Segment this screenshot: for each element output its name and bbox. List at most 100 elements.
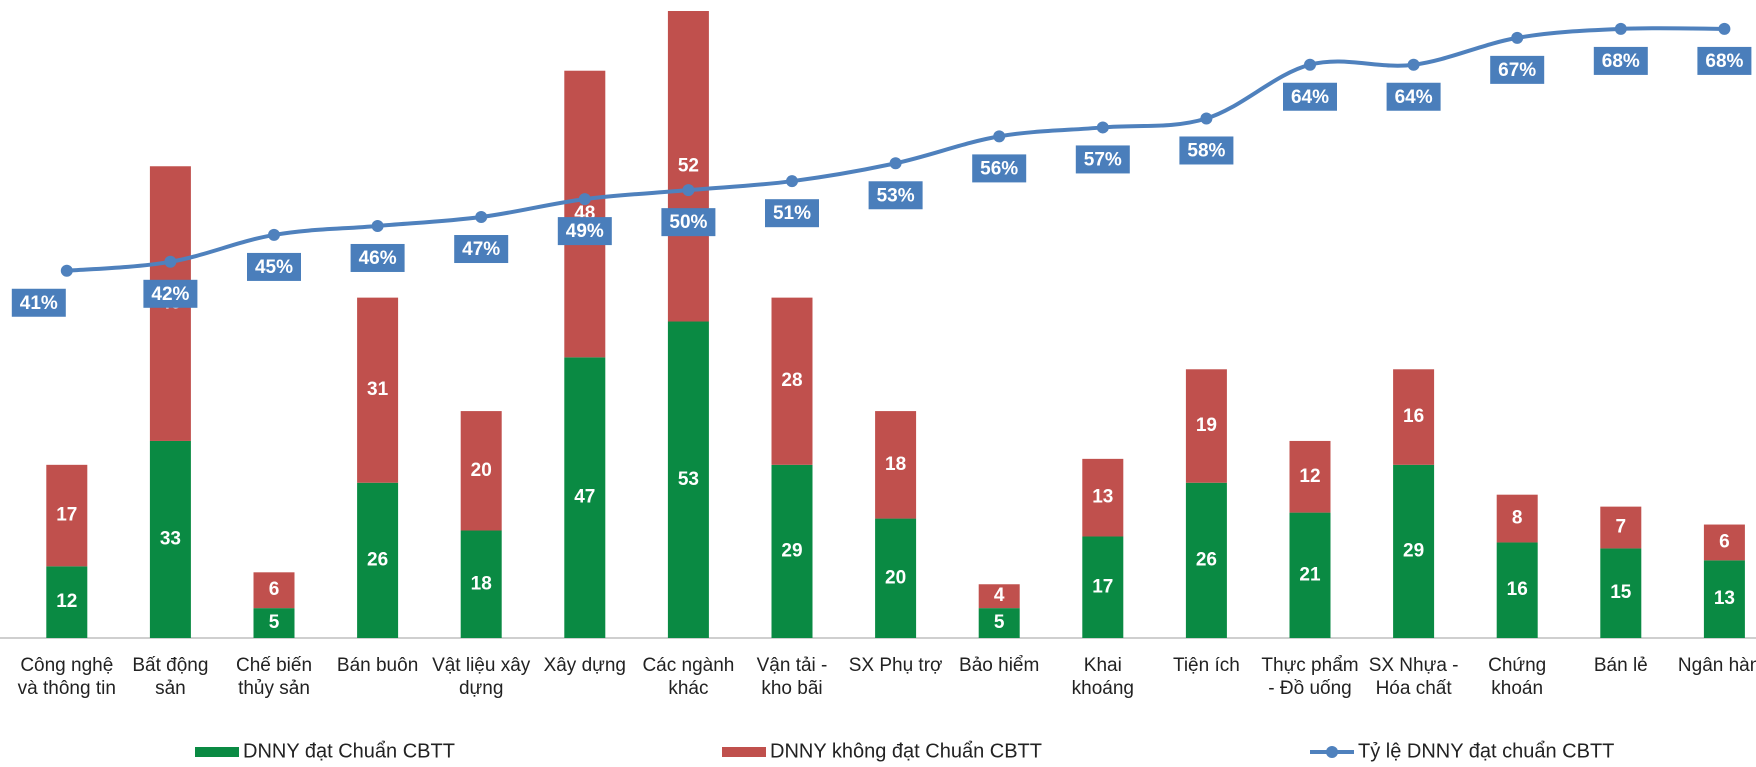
data-label: 18 (885, 454, 906, 475)
data-label: 19 (1196, 415, 1217, 436)
x-tick-label: Khai khoáng (1071, 655, 1134, 699)
line (66, 26, 1725, 273)
data-label: 13 (1092, 487, 1113, 508)
data-label-box: 56% (972, 154, 1027, 183)
line-marker (578, 193, 591, 206)
data-label: 64% (1395, 87, 1433, 108)
data-label: 52 (678, 155, 699, 176)
data-label: 68% (1602, 51, 1640, 72)
data-label: 12 (56, 591, 77, 612)
x-tick-label: Tiện ích (1172, 655, 1240, 676)
x-tick-label: Bảo hiểm (959, 655, 1040, 676)
data-label: 16 (1507, 579, 1528, 600)
bar (978, 584, 1020, 609)
bar (1600, 548, 1642, 638)
line-marker (475, 211, 488, 224)
bar (253, 608, 295, 638)
line-marker (1407, 58, 1420, 71)
bar (460, 411, 502, 531)
legend-swatch (195, 747, 239, 757)
data-label-box: 64% (1386, 82, 1441, 111)
bar (564, 70, 606, 358)
bar (978, 608, 1020, 638)
line-marker (682, 184, 695, 197)
bar (357, 297, 399, 483)
data-label: 29 (1403, 540, 1424, 561)
data-label: 41% (20, 293, 58, 314)
label-bg (765, 199, 819, 228)
bar (875, 518, 917, 638)
bar (149, 440, 191, 638)
line-marker (371, 219, 384, 232)
data-label: 31 (367, 379, 389, 400)
bar (1393, 369, 1435, 465)
data-label: 20 (471, 460, 492, 481)
data-label: 16 (1403, 406, 1424, 427)
label-bg (247, 252, 301, 281)
x-tick-label: SX Phụ trợ (848, 655, 943, 676)
data-label: 5 (994, 612, 1005, 633)
data-label-box: 53% (868, 181, 923, 210)
data-label-box: 67% (1490, 55, 1545, 84)
bar (1600, 506, 1642, 549)
data-label: 4 (994, 585, 1005, 606)
data-label: 13 (1714, 588, 1735, 609)
data-label: 26 (367, 549, 388, 570)
data-label: 6 (1719, 531, 1730, 552)
x-tick-label: Bán buôn (336, 655, 419, 676)
bar (1496, 542, 1538, 638)
data-label-box: 42% (143, 279, 198, 308)
x-tick-label: Bất động sản (132, 655, 209, 699)
data-label: 15 (1610, 582, 1632, 603)
label-bg (661, 208, 716, 237)
label-bg (454, 235, 509, 264)
data-label: 6 (269, 579, 280, 600)
line-marker (1096, 121, 1109, 134)
bar (1185, 482, 1227, 638)
legend-label: Tỷ lệ DNNY đạt chuẩn CBTT (1358, 740, 1614, 762)
data-label: 5 (269, 612, 280, 633)
data-label-box: 68% (1593, 46, 1648, 75)
label-bg (1283, 82, 1337, 111)
line-marker (889, 157, 902, 170)
line-marker (1511, 31, 1524, 44)
data-label: 46% (359, 248, 397, 269)
line-marker (268, 228, 280, 241)
data-label: 68% (1705, 51, 1743, 72)
line-marker (1304, 58, 1316, 71)
data-label-box: 45% (247, 252, 301, 281)
label-bg (868, 181, 923, 210)
bar (253, 572, 295, 609)
data-label-box: 51% (765, 199, 819, 228)
data-label: 57% (1084, 149, 1122, 170)
x-tick-label: Công nghệ và thông tin (17, 655, 116, 699)
bar (1082, 536, 1124, 638)
data-label: 26 (1196, 549, 1217, 570)
line-marker (164, 255, 177, 268)
data-label: 47 (574, 487, 595, 508)
bar (771, 297, 813, 465)
x-tick-label: Thực phẩm - Đồ uống (1261, 655, 1359, 699)
data-label-box: 49% (557, 217, 612, 246)
x-tick-label: Các ngành khác (642, 655, 735, 699)
data-label: 53 (678, 469, 699, 490)
data-label-box: 47% (454, 235, 509, 264)
bar (46, 566, 88, 638)
data-label-box: 41% (11, 288, 66, 317)
bar (1703, 560, 1745, 638)
data-label: 7 (1616, 517, 1627, 538)
bar (667, 321, 709, 638)
x-tick-label: Xây dựng (543, 655, 627, 676)
bar (1393, 464, 1435, 638)
legend-label: DNNY đạt Chuẩn CBTT (243, 740, 455, 762)
line-marker (1718, 22, 1731, 35)
data-label: 64% (1291, 87, 1329, 108)
bar (1289, 440, 1331, 513)
bar (1289, 512, 1331, 638)
data-label: 50% (669, 212, 707, 233)
bar (1496, 494, 1538, 543)
data-label: 21 (1299, 564, 1321, 585)
x-tick-label: Vật liệu xây dựng (432, 655, 531, 699)
x-tick-label: Bán lẻ (1593, 655, 1648, 676)
